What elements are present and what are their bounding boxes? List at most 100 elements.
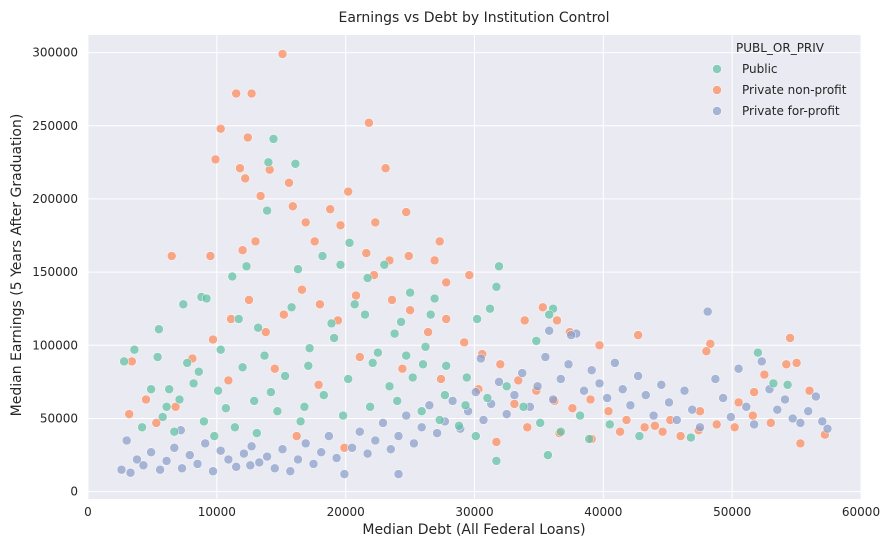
point-private-for-profit [277, 444, 288, 454]
point-public [335, 260, 346, 270]
legend-marker-private-for-profit [712, 106, 722, 116]
point-private-for-profit [710, 374, 721, 384]
chart-title: Earnings vs Debt by Institution Control [339, 10, 610, 26]
point-private-non-profit [804, 385, 815, 396]
point-private-non-profit [705, 339, 716, 349]
point-private-non-profit [250, 236, 261, 247]
y-tick-label: 200000 [32, 192, 78, 206]
point-private-non-profit [401, 207, 411, 217]
point-private-for-profit [478, 415, 489, 425]
point-private-for-profit [803, 406, 813, 416]
point-private-non-profit [355, 352, 365, 362]
point-public [434, 415, 445, 425]
point-private-non-profit [246, 88, 257, 99]
point-public [286, 302, 297, 313]
legend-title: PUBL_OR_PRIV [736, 41, 825, 55]
point-private-non-profit [351, 290, 361, 301]
point-private-non-profit [255, 191, 266, 201]
point-private-for-profit [822, 423, 833, 434]
point-private-for-profit [664, 397, 674, 408]
point-public [389, 328, 400, 339]
point-public [129, 344, 140, 355]
point-private-for-profit [517, 368, 527, 378]
point-private-for-profit [817, 416, 828, 427]
legend-marker-private-non-profit [712, 85, 722, 95]
x-tick-label: 50000 [713, 505, 751, 519]
point-public [259, 350, 270, 361]
point-private-non-profit [240, 173, 250, 184]
point-public [441, 361, 451, 371]
x-tick-label: 40000 [584, 505, 622, 519]
point-public [462, 372, 472, 383]
legend-label-public: Public [742, 62, 778, 76]
point-private-for-profit [726, 412, 736, 422]
x-tick-label: 30000 [455, 505, 493, 519]
point-public [213, 385, 223, 396]
point-public [317, 251, 328, 261]
point-public [174, 394, 185, 405]
y-tick-label: 300000 [32, 46, 78, 60]
point-private-for-profit [772, 404, 783, 415]
point-public [237, 362, 248, 373]
point-private-non-profit [291, 431, 302, 441]
point-public [768, 378, 779, 389]
point-public [266, 387, 276, 397]
point-private-for-profit [625, 400, 636, 411]
point-private-for-profit [192, 459, 203, 469]
point-private-non-profit [603, 406, 614, 416]
point-public [605, 419, 615, 430]
point-public [753, 347, 763, 358]
point-private-non-profit [621, 415, 632, 425]
point-private-non-profit [749, 387, 759, 397]
point-public [304, 343, 315, 353]
point-private-non-profit [288, 201, 298, 212]
point-private-non-profit [519, 315, 530, 326]
point-public [482, 393, 493, 403]
point-public [188, 378, 199, 389]
legend-label-private-for-profit: Private for-profit [742, 104, 840, 118]
point-public [164, 384, 174, 394]
point-private-for-profit [579, 385, 589, 396]
point-public [194, 366, 204, 377]
point-private-for-profit [416, 422, 427, 433]
point-private-for-profit [316, 447, 326, 457]
point-private-for-profit [339, 469, 350, 479]
point-public [460, 400, 471, 411]
point-public [429, 293, 440, 304]
point-public [584, 434, 594, 444]
point-public [472, 314, 482, 324]
point-public [405, 287, 415, 298]
point-public [169, 426, 180, 437]
point-private-for-profit [718, 393, 728, 403]
point-public [343, 374, 353, 384]
point-private-non-profit [429, 255, 440, 266]
y-tick-label: 100000 [32, 338, 78, 352]
point-private-for-profit [633, 371, 643, 381]
point-private-for-profit [223, 454, 234, 465]
point-public [543, 450, 553, 460]
point-private-for-profit [679, 385, 690, 396]
point-private-non-profit [361, 248, 372, 258]
legend-marker-public [712, 64, 722, 74]
point-private-for-profit [409, 438, 419, 449]
point-public [263, 157, 274, 168]
point-private-for-profit [116, 464, 127, 475]
point-private-for-profit [610, 358, 620, 368]
legend: PUBL_OR_PRIV Public Private non-profit P… [712, 41, 847, 118]
point-private-for-profit [245, 460, 256, 471]
x-tick-label: 10000 [198, 505, 236, 519]
point-private-non-profit [215, 123, 226, 134]
point-private-for-profit [308, 459, 319, 469]
point-private-for-profit [540, 352, 551, 362]
point-private-for-profit [300, 438, 311, 449]
point-private-for-profit [185, 450, 195, 460]
point-public [249, 396, 259, 406]
point-public [531, 336, 542, 346]
grid-lines [87, 35, 862, 499]
point-private-non-profit [513, 375, 524, 386]
point-private-non-profit [404, 251, 414, 261]
point-private-for-profit [548, 394, 558, 405]
point-public [360, 309, 370, 320]
point-public [157, 412, 168, 422]
point-private-non-profit [538, 302, 548, 313]
